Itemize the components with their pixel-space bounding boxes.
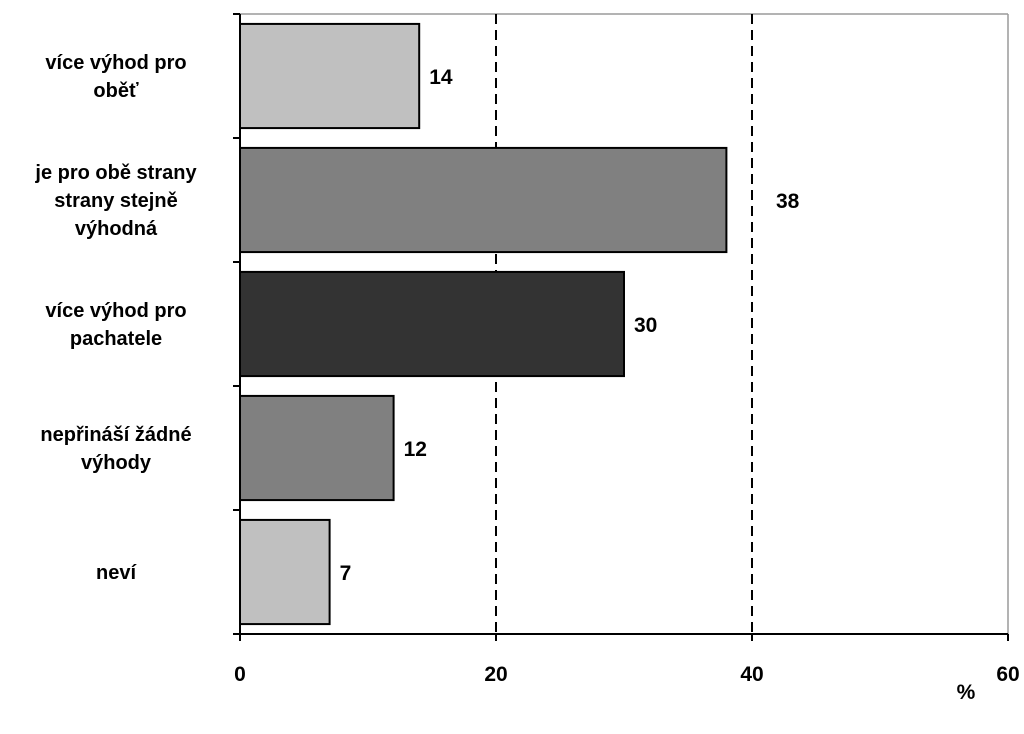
- axis-layer: [233, 13, 1009, 641]
- category-label: je pro obě strany: [34, 162, 197, 184]
- data-label: 38: [776, 190, 800, 213]
- unit-label: %: [957, 681, 976, 704]
- bar-layer: [239, 22, 728, 626]
- bar-2: [239, 270, 625, 378]
- bar-0: [239, 22, 421, 130]
- category-label: více výhod pro: [45, 52, 186, 74]
- x-tick-label: 20: [484, 663, 507, 686]
- x-tick-label: 40: [740, 663, 763, 686]
- data-label: 12: [404, 438, 427, 461]
- category-label: pachatele: [70, 328, 162, 350]
- category-label: neví: [96, 562, 137, 584]
- category-label: strany stejně: [54, 190, 177, 212]
- data-label: 30: [634, 314, 657, 337]
- x-tick-label: 60: [996, 663, 1019, 686]
- data-label: 14: [429, 66, 453, 89]
- x-tick-label: 0: [234, 663, 246, 686]
- label-layer: 14 více výhod pro oběť 38 je pro obě strany s…: [34, 52, 1019, 686]
- category-label: výhodná: [75, 218, 158, 240]
- category-label: nepřináší žádné: [40, 424, 191, 446]
- bar-4: [239, 518, 331, 626]
- category-label: více výhod pro: [45, 300, 186, 322]
- category-label: výhody: [81, 452, 152, 474]
- bar-3: [239, 394, 395, 502]
- data-label: 7: [340, 562, 352, 585]
- bar-1: [239, 146, 728, 254]
- category-label: oběť: [93, 80, 139, 102]
